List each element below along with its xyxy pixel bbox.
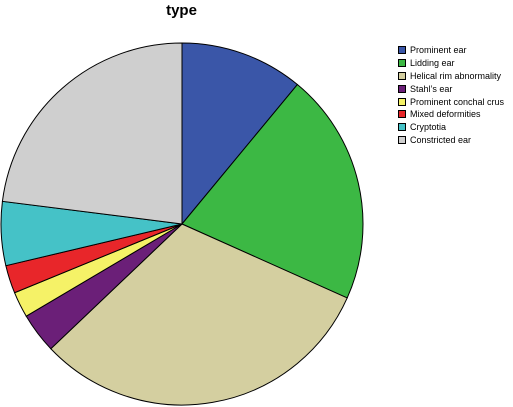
legend-label: Mixed deformities: [410, 109, 481, 120]
legend-label: Stahl’s ear: [410, 83, 453, 94]
pie-slice-helical-rim-abnormality: [50, 223, 348, 406]
legend-item: Prominent conchal crus: [398, 95, 504, 108]
legend-item: Helical rim abnormality: [398, 70, 504, 83]
legend-item: Constricted ear: [398, 134, 504, 147]
legend-label: Cryptotia: [410, 122, 447, 133]
legend-item: Mixed deformities: [398, 108, 504, 121]
legend-label: Prominent conchal crus: [410, 96, 505, 107]
legend-swatch: [398, 71, 406, 80]
legend-label: Lidding ear: [410, 58, 455, 69]
legend-swatch: [398, 135, 406, 144]
pie-slice-lidding-ear: [181, 83, 364, 299]
pie-slice-constricted-ear: [1, 42, 183, 225]
legend-swatch: [398, 110, 406, 119]
legend-swatch: [398, 46, 406, 55]
legend-item: Cryptotia: [398, 121, 504, 134]
legend-label: Prominent ear: [410, 45, 467, 56]
legend-label: Helical rim abnormality: [410, 70, 502, 81]
legend-swatch: [398, 123, 406, 132]
legend-item: Stahl’s ear: [398, 82, 504, 95]
legend-label: Constricted ear: [410, 134, 472, 145]
legend-swatch: [398, 97, 406, 106]
legend-swatch: [398, 59, 406, 68]
legend-item: Lidding ear: [398, 57, 504, 70]
legend-swatch: [398, 84, 406, 93]
chart-title: type: [166, 2, 197, 19]
legend: Prominent ear Lidding ear Helical rim abno…: [398, 44, 504, 146]
pie-slice-prominent-ear: [181, 42, 299, 226]
legend-item: Prominent ear: [398, 44, 504, 57]
